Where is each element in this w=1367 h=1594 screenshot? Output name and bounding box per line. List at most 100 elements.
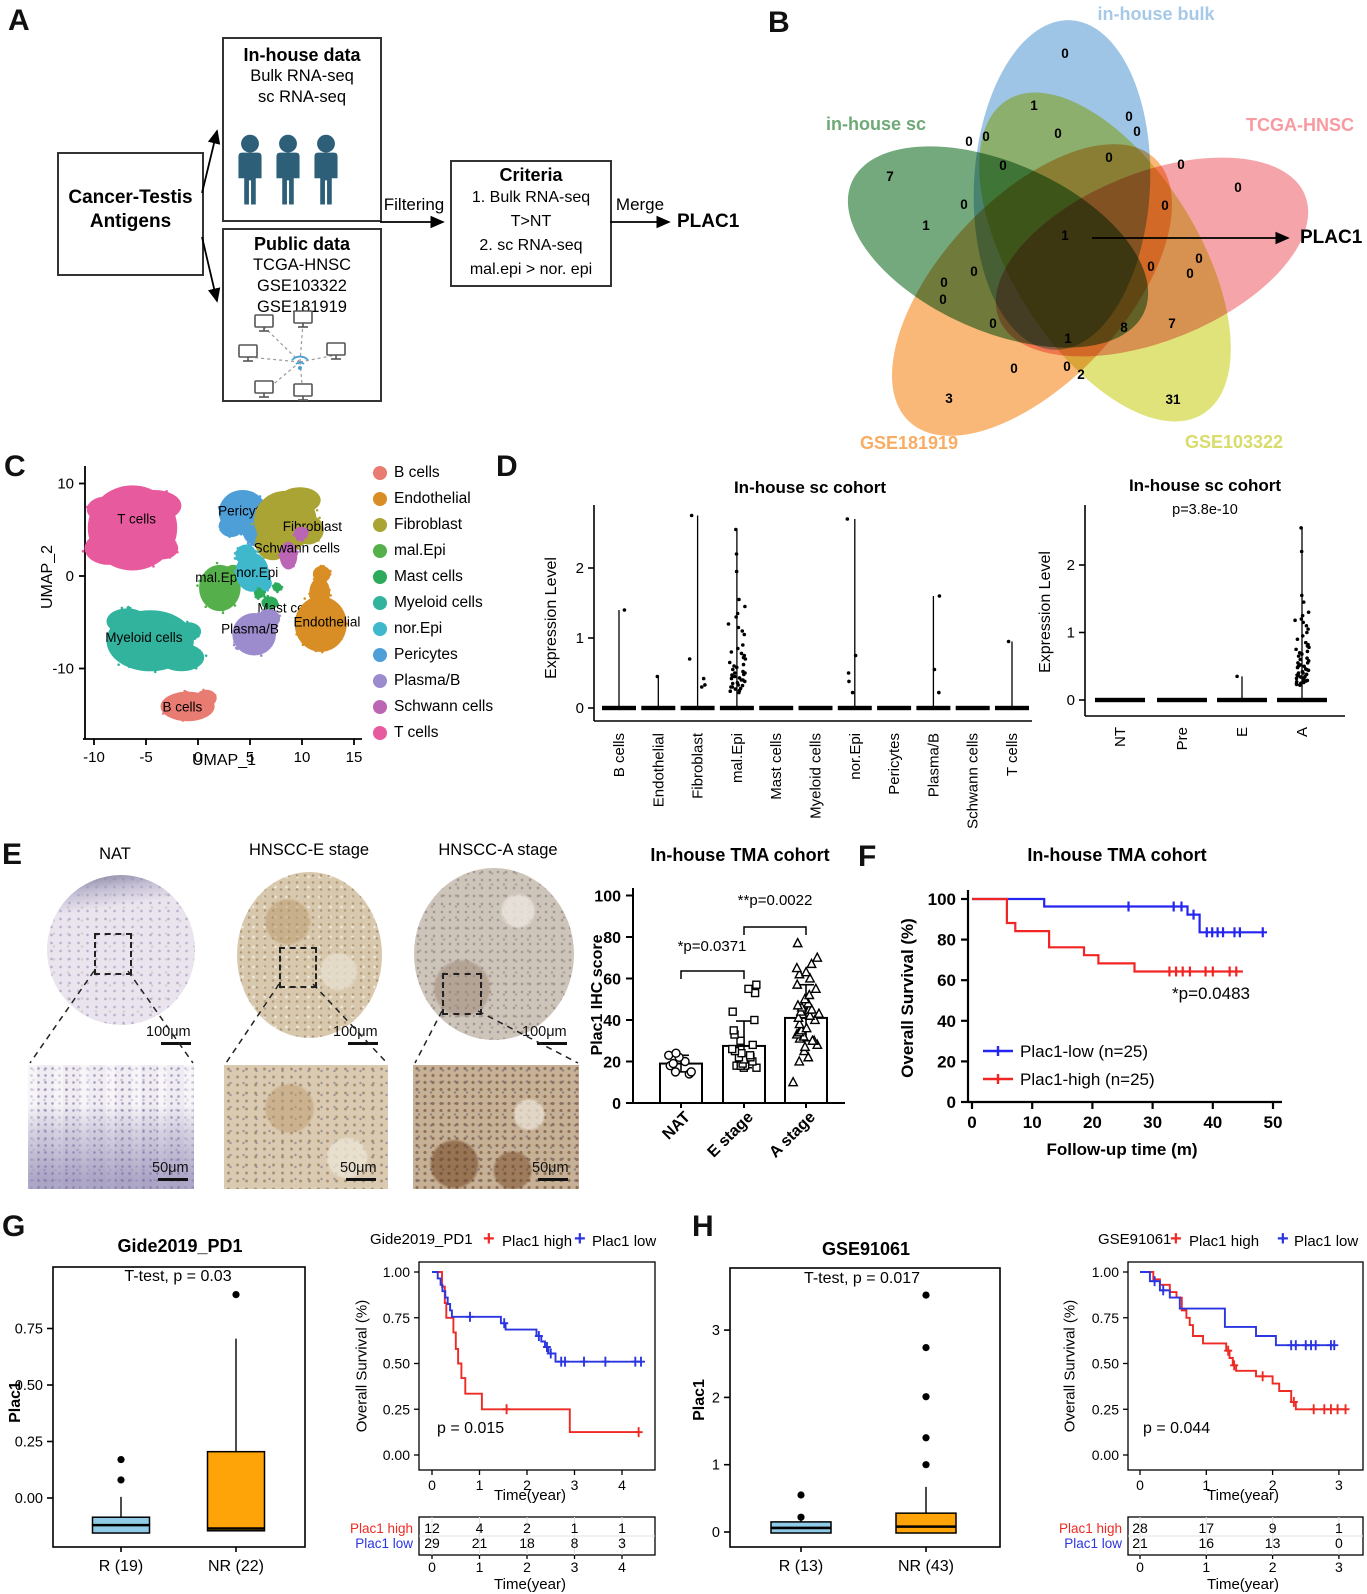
box-plot-box_gse: 0 1 2 3 R (13) NR (43) [712, 1267, 1001, 1575]
violin-point [737, 597, 741, 602]
umap-xlabel: UMAP_1 [191, 752, 257, 769]
tma-point [794, 1018, 805, 1029]
tick-label: 10 [294, 749, 311, 766]
umap-cluster-Myeloid cells: Myeloid cells [105, 605, 208, 674]
scalebar-a-bot [538, 1178, 568, 1181]
tick-label: 2 [523, 1477, 531, 1493]
violin-plot-violin_stage: 0 1 2 NT Pre E A [1067, 505, 1345, 750]
scalebar-label-a-top: 100μm [522, 1024, 567, 1040]
km-risk-value: 18 [519, 1535, 535, 1551]
merge-label: Merge [615, 195, 665, 214]
inhouse-line1: Bulk RNA-seq [250, 67, 354, 85]
venn-count: 0 [1133, 124, 1141, 139]
tma-cat-label: E stage [705, 1109, 757, 1161]
tick-label: -10 [83, 749, 105, 766]
violin-point [1294, 682, 1299, 687]
tick-label: 3 [1335, 1559, 1343, 1575]
tma-point [799, 1040, 811, 1052]
tick-label: 0 [576, 700, 584, 717]
violin-point [689, 513, 694, 518]
box-outlier [232, 1291, 240, 1299]
km-plot-km_tma: 0 20 40 60 80 100 0 10 20 30 40 50 [928, 890, 1282, 1132]
scalebar-label-a-bot: 50μm [532, 1160, 569, 1176]
violin-point [740, 629, 745, 633]
legend-label: Endothelial [394, 490, 471, 507]
ihc-core-e-stage [237, 872, 382, 1038]
violin-point [731, 667, 735, 672]
violin-plot-violin_cohort: 0 1 2 B cells Endothelial Fibroblast mal.Epi Ma… [576, 505, 1032, 829]
tick-label: 10 [57, 476, 74, 493]
km-risk-value: 3 [618, 1535, 626, 1551]
tma-point [792, 937, 804, 948]
km-gse-xlabel: Time(year) [1207, 1487, 1279, 1504]
ihc-col2-label: HNSCC-E stage [248, 841, 370, 859]
tick-label: 20 [1083, 1113, 1102, 1132]
umap-cluster-label: nor.Epi [236, 565, 278, 580]
venn-count: 0 [999, 158, 1007, 173]
tma-cat-label: NAT [659, 1109, 694, 1144]
umap-legend-item: Plasma/B [373, 668, 493, 694]
venn-count: 7 [886, 169, 894, 184]
legend-label: Plasma/B [394, 672, 461, 689]
violin-point [687, 657, 692, 661]
tma-point [787, 1076, 799, 1087]
box-group-label: R (13) [779, 1558, 823, 1575]
violin-point [734, 615, 738, 619]
umap-legend-item: nor.Epi [373, 616, 493, 642]
violin-point [1298, 657, 1303, 662]
venn-count: 0 [1125, 109, 1133, 124]
tick-label: 0.75 [1092, 1310, 1119, 1326]
venn-count: 0 [982, 129, 990, 144]
person-icons [238, 134, 338, 205]
tick-label: 1 [712, 1458, 720, 1474]
km-risk-value: 12 [424, 1520, 440, 1536]
km-gide-pvalue: p = 0.015 [437, 1420, 505, 1437]
gse-box-stat: T-test, p = 0.017 [803, 1270, 921, 1287]
venn-count: 1 [922, 218, 930, 233]
legend-dot-icon [373, 492, 387, 506]
venn-count: 1 [1061, 228, 1069, 243]
violin-point [736, 625, 741, 630]
tick-label: 0.25 [1092, 1401, 1119, 1417]
violin-point [736, 646, 740, 651]
public-line1: TCGA-HNSC [252, 256, 352, 274]
ihc-core-nat [47, 875, 195, 1025]
tick-label: 20 [603, 1055, 621, 1072]
ihc-zoom-a-stage [413, 1065, 579, 1189]
venn-label-tcga: TCGA-HNSC [1246, 115, 1354, 135]
tick-label: 0 [1136, 1477, 1144, 1493]
tma-point [792, 999, 804, 1010]
criteria-line3: 2. sc RNA-seq [479, 237, 583, 254]
tick-label: 0.50 [1092, 1356, 1119, 1372]
legend-label: Pericytes [394, 646, 458, 663]
tick-label: 60 [603, 972, 621, 989]
violin-point [727, 660, 732, 665]
tma-point [793, 1011, 804, 1023]
tma-bracket-1 [680, 970, 745, 979]
venn-count: 2 [1077, 367, 1085, 382]
km-gse-legend-plus-low: + [1277, 1228, 1289, 1250]
violin-cat-label: B cells [611, 733, 628, 777]
violin-point [1296, 661, 1300, 665]
tma-point [748, 1040, 757, 1050]
tick-label: 0.00 [1092, 1447, 1119, 1463]
tma-comparison-1: *p=0.0371 [677, 938, 747, 955]
gse-box-title: GSE91061 [821, 1239, 911, 1259]
violin-cat-label: Myeloid cells [808, 733, 825, 819]
violin-base-Pericytes [877, 705, 912, 711]
tick-label: 80 [937, 931, 956, 950]
legend-label: T cells [394, 724, 439, 741]
criteria-line4: mal.epi > nor. epi [469, 261, 593, 278]
violin-point [729, 676, 734, 681]
tma-point [791, 978, 803, 989]
tma-point [804, 1009, 816, 1020]
violin-cat-label: Pre [1174, 727, 1191, 750]
tick-label: 4 [618, 1477, 626, 1493]
legend-label: Schwann cells [394, 698, 494, 715]
legend-label: Fibroblast [394, 516, 463, 533]
box-NR (43) [895, 1512, 957, 1534]
tma-point [729, 1026, 738, 1035]
violin-point [734, 665, 739, 670]
